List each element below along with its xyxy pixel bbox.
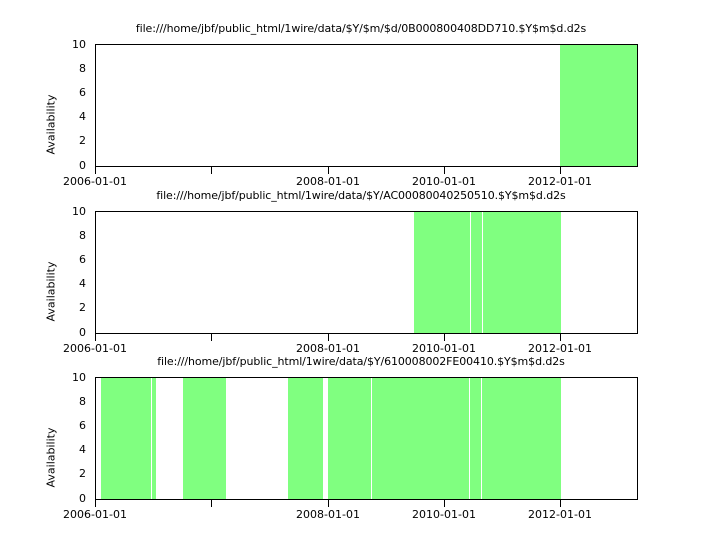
panel-2-ytick-4: 4 — [79, 277, 86, 290]
panel-2-title: file:///home/jbf/public_html/1wire/data/… — [156, 189, 566, 202]
panel-1-xtick-mark — [560, 167, 562, 174]
panel-1-ytick-6: 6 — [79, 86, 86, 99]
panel-1-plot-area — [95, 44, 638, 167]
panel-1-xtick-mark — [95, 167, 97, 174]
panel-1-ytick-4: 4 — [79, 110, 86, 123]
panel-2-xtick-mark — [560, 334, 562, 341]
panel-3-ytick-8: 8 — [79, 395, 86, 408]
availability-bar — [152, 378, 156, 499]
panel-3-ytick-6: 6 — [79, 419, 86, 432]
panel-3-xtick-mark — [95, 500, 97, 507]
panel-2-ytick-6: 6 — [79, 253, 86, 266]
panel-2: file:///home/jbf/public_html/1wire/data/… — [0, 189, 722, 355]
panel-3-xtick-mark — [444, 500, 446, 507]
availability-bar — [483, 212, 561, 333]
availability-bar — [183, 378, 226, 499]
panel-1-ytick-8: 8 — [79, 62, 86, 75]
panel-1-title: file:///home/jbf/public_html/1wire/data/… — [135, 22, 587, 35]
panel-2-xtick-label-2008: 2008-01-01 — [296, 342, 360, 355]
panel-2-ytick-0: 0 — [79, 326, 86, 339]
panel-1-ytick-0: 0 — [79, 159, 86, 172]
panel-3-ytick-0: 0 — [79, 492, 86, 505]
panel-3-xtick-mark — [328, 500, 330, 507]
panel-2-xtick-mark — [211, 334, 213, 341]
panel-2-xtick-mark — [444, 334, 446, 341]
panel-3-xtick-label-2010: 2010-01-01 — [412, 508, 476, 521]
panel-3-xtick-label-2006: 2006-01-01 — [63, 508, 127, 521]
panel-2-ytick-8: 8 — [79, 229, 86, 242]
panel-1-xtick-label-2006: 2006-01-01 — [63, 175, 127, 188]
panel-3-ytick-10: 10 — [72, 371, 86, 384]
availability-bar — [328, 378, 371, 499]
panel-1-xtick-label-2008: 2008-01-01 — [296, 175, 360, 188]
panel-1-xtick-mark — [444, 167, 446, 174]
panel-1-xtick-mark — [328, 167, 330, 174]
panel-3-xtick-mark — [560, 500, 562, 507]
availability-bar — [470, 378, 481, 499]
panel-2-xtick-mark — [95, 334, 97, 341]
availability-bar — [288, 378, 323, 499]
panel-3-xtick-label-2008: 2008-01-01 — [296, 508, 360, 521]
availability-bar — [482, 378, 561, 499]
panel-3-plot-area — [95, 377, 638, 500]
panel-3-ytick-2: 2 — [79, 467, 86, 480]
availability-bar — [414, 212, 470, 333]
availability-bar — [471, 212, 482, 333]
panel-3-title: file:///home/jbf/public_html/1wire/data/… — [157, 355, 565, 368]
panel-1-xtick-mark — [211, 167, 213, 174]
panel-3-y-axis-label: Availability — [44, 427, 58, 488]
panel-2-xtick-mark — [328, 334, 330, 341]
panel-1-ytick-10: 10 — [72, 38, 86, 51]
panel-1-ytick-2: 2 — [79, 134, 86, 147]
panel-3-xtick-mark — [211, 500, 213, 507]
panel-2-ytick-2: 2 — [79, 301, 86, 314]
availability-bar — [560, 45, 637, 166]
panel-2-xtick-label-2012: 2012-01-01 — [528, 342, 592, 355]
panel-1-y-axis-label: Availability — [44, 94, 58, 155]
panel-2-y-axis-label: Availability — [44, 261, 58, 322]
panel-1-xtick-label-2012: 2012-01-01 — [528, 175, 592, 188]
panel-2-plot-area — [95, 211, 638, 334]
panel-3-xtick-label-2012: 2012-01-01 — [528, 508, 592, 521]
panel-2-xtick-label-2010: 2010-01-01 — [412, 342, 476, 355]
availability-bar — [372, 378, 469, 499]
panel-2-xtick-label-2006: 2006-01-01 — [63, 342, 127, 355]
panel-3-ytick-4: 4 — [79, 443, 86, 456]
availability-bar — [101, 378, 151, 499]
panel-1-xtick-label-2010: 2010-01-01 — [412, 175, 476, 188]
panel-3: file:///home/jbf/public_html/1wire/data/… — [0, 355, 722, 521]
panel-1: file:///home/jbf/public_html/1wire/data/… — [0, 22, 722, 188]
panel-2-ytick-10: 10 — [72, 205, 86, 218]
